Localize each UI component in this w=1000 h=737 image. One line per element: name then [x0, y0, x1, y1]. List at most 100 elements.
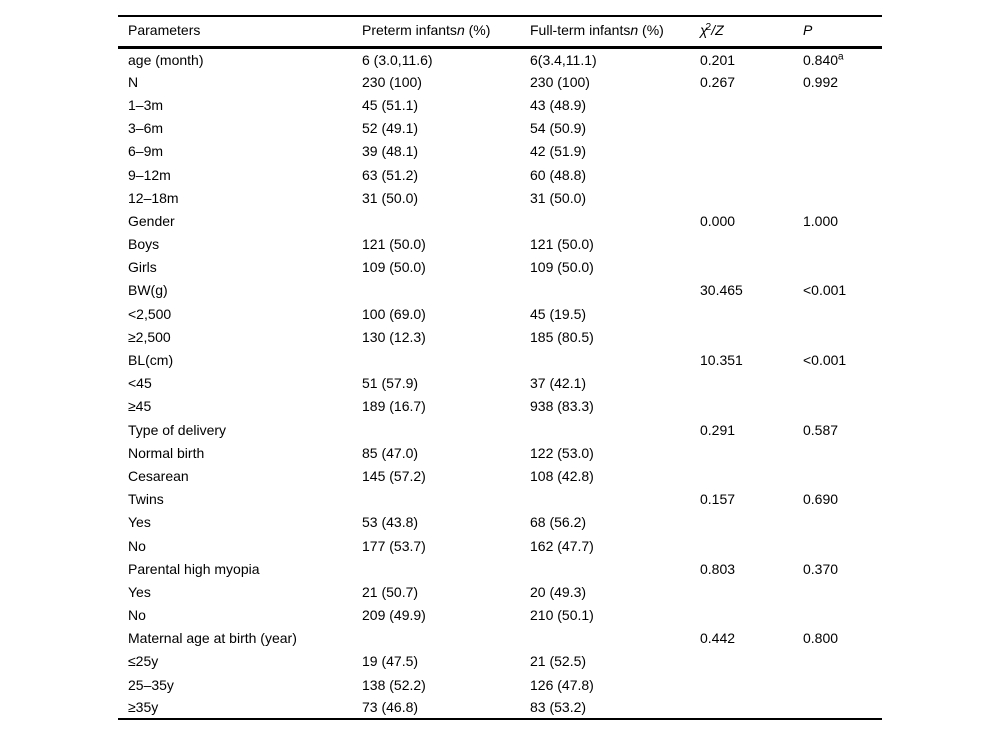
- cell-fullterm: 938 (83.3): [530, 398, 594, 415]
- cell-p: [793, 604, 882, 627]
- cell-fullterm: 122 (53.0): [530, 444, 594, 461]
- cell-parameter: 12–18m: [128, 189, 179, 206]
- cell-parameter: Maternal age at birth (year): [128, 630, 297, 647]
- cell-fullterm: 108 (42.8): [530, 467, 594, 484]
- cell-parameter: <2,500: [128, 305, 172, 322]
- cell-preterm: 85 (47.0): [362, 444, 419, 461]
- table-row: 1–3m 45 (51.1) 43 (48.9): [118, 93, 882, 116]
- cell-preterm: 6 (3.0,11.6): [362, 52, 433, 69]
- cell-p: [793, 117, 882, 140]
- table-row: Boys 121 (50.0) 121 (50.0): [118, 233, 882, 256]
- table-row: Girls 109 (50.0) 109 (50.0): [118, 256, 882, 279]
- cell-parameter: Type of delivery: [128, 421, 227, 438]
- cell-p: <0.001: [793, 279, 882, 302]
- cell-fullterm: [520, 488, 690, 511]
- cell-chi2-z: 0.201: [700, 52, 736, 69]
- cell-parameter: 1–3m: [128, 96, 164, 113]
- cell-p: [793, 163, 882, 186]
- table-row: Yes 21 (50.7) 20 (49.3): [118, 580, 882, 603]
- cell-chi2-z: [690, 673, 793, 696]
- cell-p: 0.992: [793, 70, 882, 93]
- table-row: Normal birth 85 (47.0) 122 (53.0): [118, 441, 882, 464]
- cell-preterm: 109 (50.0): [362, 259, 426, 276]
- cell-chi2-z: [690, 117, 793, 140]
- cell-chi2-z: 0.157: [700, 491, 736, 508]
- cell-chi2-z: [690, 395, 793, 418]
- fullterm-header-label: Full-term infants: [530, 22, 631, 39]
- cell-parameter: Gender: [128, 212, 175, 229]
- cell-parameter: Girls: [128, 259, 157, 276]
- cell-chi2-z: [690, 186, 793, 209]
- cell-fullterm: 230 (100): [530, 73, 590, 90]
- p-value: 0.992: [803, 73, 839, 90]
- parameters-header-label: Parameters: [128, 22, 201, 39]
- table-row: N 230 (100) 230 (100) 0.267 0.992: [118, 70, 882, 93]
- cell-fullterm: [520, 557, 690, 580]
- p-value: 0.800: [803, 630, 839, 647]
- cell-fullterm: 68 (56.2): [530, 514, 587, 531]
- cell-fullterm: [520, 209, 690, 232]
- cell-preterm: 45 (51.1): [362, 96, 419, 113]
- cell-p: 0.840a: [793, 47, 882, 70]
- table-row: BW(g) 30.465 <0.001: [118, 279, 882, 302]
- cell-chi2-z: [690, 140, 793, 163]
- table-row: ≤25y 19 (47.5) 21 (52.5): [118, 650, 882, 673]
- cell-p: [793, 256, 882, 279]
- cell-chi2-z: 0.000: [700, 212, 736, 229]
- cell-chi2-z: [690, 580, 793, 603]
- p-superscript: a: [838, 51, 844, 63]
- cell-p: [793, 372, 882, 395]
- cell-chi2-z: [690, 302, 793, 325]
- cell-p: [793, 673, 882, 696]
- preterm-pct-label: (%): [464, 22, 491, 39]
- table-row: Maternal age at birth (year) 0.442 0.800: [118, 627, 882, 650]
- cell-parameter: ≤25y: [128, 653, 159, 670]
- table-row: 3–6m 52 (49.1) 54 (50.9): [118, 117, 882, 140]
- cell-preterm: 31 (50.0): [362, 189, 419, 206]
- p-value: 0.690: [803, 491, 839, 508]
- cell-fullterm: 121 (50.0): [530, 236, 594, 253]
- cell-preterm: 189 (16.7): [362, 398, 426, 415]
- cell-preterm: [352, 488, 520, 511]
- p-value: 1.000: [803, 212, 839, 229]
- cell-parameter: BW(g): [128, 282, 168, 299]
- cell-preterm: 63 (51.2): [362, 166, 419, 183]
- cell-fullterm: [520, 627, 690, 650]
- cell-chi2-z: [690, 650, 793, 673]
- cell-fullterm: [520, 279, 690, 302]
- fullterm-n-symbol: n: [630, 22, 639, 39]
- cell-chi2-z: [690, 256, 793, 279]
- table-row: Yes 53 (43.8) 68 (56.2): [118, 511, 882, 534]
- cell-fullterm: 83 (53.2): [530, 699, 587, 716]
- cell-fullterm: 31 (50.0): [530, 189, 587, 206]
- cell-p: [793, 325, 882, 348]
- cell-parameter: ≥35y: [128, 699, 159, 716]
- table-row: BL(cm) 10.351 <0.001: [118, 348, 882, 371]
- table-row: No 209 (49.9) 210 (50.1): [118, 604, 882, 627]
- cell-p: [793, 186, 882, 209]
- cell-fullterm: 109 (50.0): [530, 259, 594, 276]
- cell-parameter: Yes: [128, 514, 151, 531]
- table-row: 25–35y 138 (52.2) 126 (47.8): [118, 673, 882, 696]
- cell-fullterm: 126 (47.8): [530, 676, 594, 693]
- cell-p: [793, 650, 882, 673]
- cell-fullterm: 54 (50.9): [530, 120, 587, 137]
- table-row: Type of delivery 0.291 0.587: [118, 418, 882, 441]
- cell-preterm: [352, 279, 520, 302]
- header-row: Parameters Preterm infantsn (%) Full-ter…: [118, 16, 882, 49]
- cell-fullterm: 43 (48.9): [530, 96, 587, 113]
- cell-preterm: 138 (52.2): [362, 676, 426, 693]
- cell-fullterm: 6(3.4,11.1): [530, 52, 597, 69]
- cell-parameter: No: [128, 607, 146, 624]
- cell-parameter: Boys: [128, 236, 160, 253]
- fullterm-pct-label: (%): [638, 22, 664, 39]
- cell-p: [793, 140, 882, 163]
- preterm-n-symbol: n: [456, 22, 465, 39]
- col-header-preterm: Preterm infantsn (%): [352, 16, 520, 49]
- p-header-label: P: [803, 22, 813, 39]
- cell-chi2-z: 0.803: [700, 560, 736, 577]
- cell-fullterm: [520, 348, 690, 371]
- table-row: Gender 0.000 1.000: [118, 209, 882, 232]
- cell-p: 0.800: [793, 627, 882, 650]
- cell-parameter: No: [128, 537, 146, 554]
